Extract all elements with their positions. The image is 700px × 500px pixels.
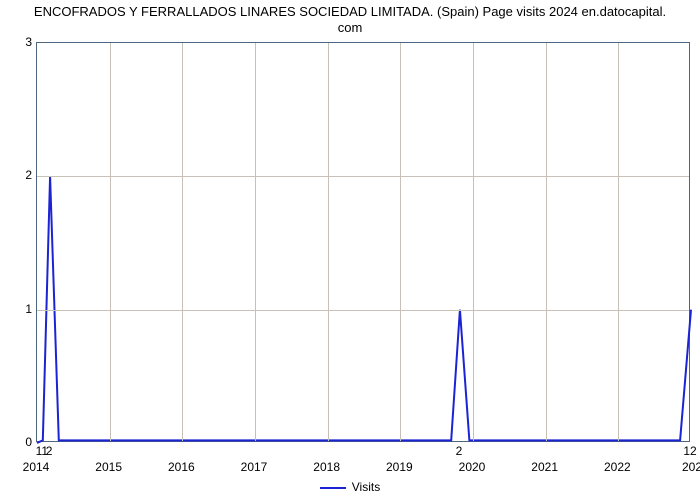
x-tick-label: 2019 — [386, 460, 413, 474]
title-line-1: ENCOFRADOS Y FERRALLADOS LINARES SOCIEDA… — [34, 4, 666, 19]
x-tick-label: 2022 — [604, 460, 631, 474]
gridline-horizontal — [37, 310, 689, 311]
y-tick-label: 1 — [4, 302, 32, 316]
series-line — [37, 43, 691, 443]
gridline-vertical — [328, 43, 329, 441]
legend: Visits — [0, 480, 700, 494]
chart-title: ENCOFRADOS Y FERRALLADOS LINARES SOCIEDA… — [0, 0, 700, 37]
x-tick-label: 2014 — [23, 460, 50, 474]
title-line-2: com — [338, 20, 363, 35]
gridline-vertical — [110, 43, 111, 441]
gridline-vertical — [182, 43, 183, 441]
gridline-horizontal — [37, 176, 689, 177]
x-tick-label: 2016 — [168, 460, 195, 474]
legend-label: Visits — [352, 480, 380, 494]
y-tick-label: 0 — [4, 435, 32, 449]
plot-area — [36, 42, 690, 442]
x-tick-label: 2020 — [459, 460, 486, 474]
x-tick-label: 2018 — [313, 460, 340, 474]
legend-swatch — [320, 487, 346, 489]
gridline-vertical — [618, 43, 619, 441]
y-tick-label: 3 — [4, 35, 32, 49]
x-tick-label: 2015 — [95, 460, 122, 474]
point-label: 2 — [46, 444, 53, 458]
y-tick-label: 2 — [4, 168, 32, 182]
point-label: 2 — [456, 444, 463, 458]
x-tick-label: 202 — [682, 460, 700, 474]
gridline-vertical — [255, 43, 256, 441]
gridline-vertical — [400, 43, 401, 441]
gridline-vertical — [546, 43, 547, 441]
x-tick-label: 2021 — [531, 460, 558, 474]
gridline-vertical — [473, 43, 474, 441]
x-tick-label: 2017 — [241, 460, 268, 474]
point-label: 12 — [683, 444, 696, 458]
